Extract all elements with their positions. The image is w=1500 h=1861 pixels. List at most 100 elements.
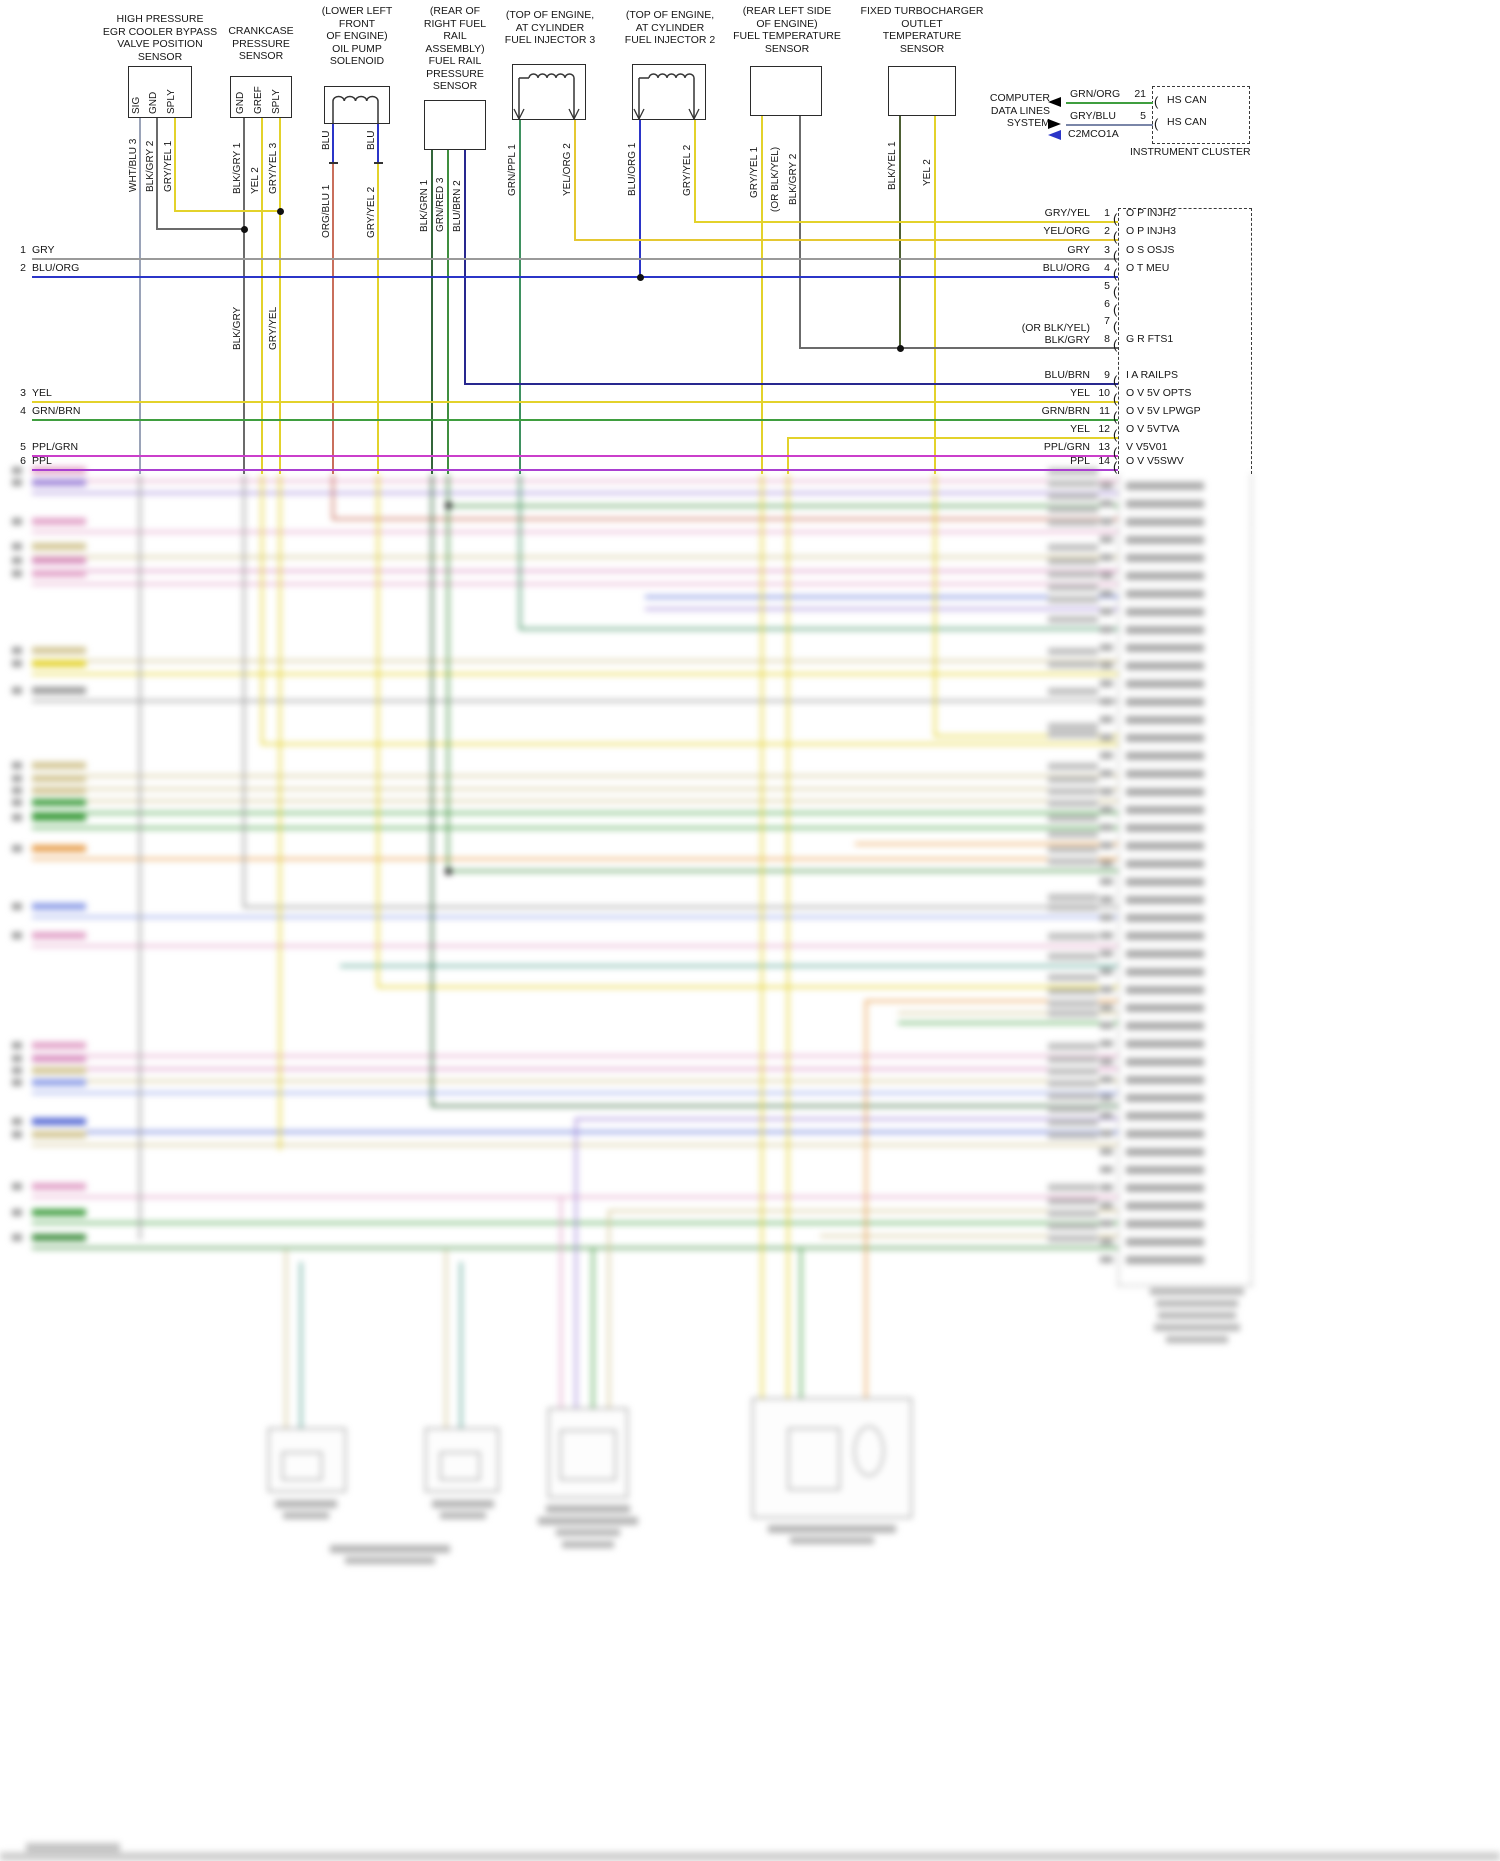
connector-wire-color: YEL	[1070, 423, 1090, 435]
blurred-wire-label	[1048, 648, 1098, 655]
bus-label: HS CAN	[1167, 94, 1207, 106]
blurred-left-label	[32, 543, 86, 550]
left-wire-number: 5	[20, 441, 26, 453]
blurred-pin-number	[1100, 626, 1113, 633]
blurred-wire-label	[1048, 723, 1098, 730]
pin-label: SPLY	[166, 89, 177, 114]
blurred-pin-number	[1100, 734, 1113, 741]
blurred-pin-number	[1100, 914, 1113, 921]
wire-label: BLK/GRY 2	[788, 153, 799, 205]
blurred-wire-label	[1048, 1223, 1098, 1230]
blurred-pin-number	[1100, 608, 1113, 615]
junction-dot	[445, 868, 452, 875]
blurred-wire	[32, 1080, 1118, 1082]
blurred-signal	[1126, 608, 1204, 616]
wire-segment	[694, 120, 696, 223]
blurred-wire-label	[1048, 688, 1098, 695]
left-wire-number: 1	[20, 244, 26, 256]
blurred-signal	[1126, 1094, 1204, 1102]
connector-pin-contact: (	[1113, 445, 1118, 460]
connector-signal: O P INJH3	[1126, 225, 1176, 237]
wire-label: BLU/ORG 1	[627, 142, 638, 196]
blurred-left-number	[12, 687, 22, 694]
blurred-left-label	[32, 1131, 86, 1138]
data-line-wire-color: GRN/ORG	[1070, 88, 1121, 100]
blurred-signal	[1126, 554, 1204, 562]
component-title: (TOP OF ENGINE, AT CYLINDER FUEL INJECTO…	[624, 9, 716, 46]
blurred-wire	[855, 843, 1118, 845]
blurred-wire	[761, 474, 763, 1398]
wire-segment	[174, 210, 281, 212]
instrument-cluster-box	[1152, 86, 1250, 144]
wire-segment	[329, 162, 338, 164]
blurred-pin-number	[1100, 1130, 1113, 1137]
connector-signal: O V 5V LPWGP	[1126, 405, 1201, 417]
component-box	[230, 76, 292, 118]
connector-pin-number: 11	[1099, 405, 1110, 417]
blurred-signal	[1126, 1220, 1204, 1228]
blurred-left-number	[12, 1042, 22, 1049]
blurred-text-bar	[345, 1557, 435, 1564]
blurred-pin-number	[1100, 1202, 1113, 1209]
blurred-pin-number	[1100, 518, 1113, 525]
connector-pin-contact: (	[1113, 427, 1118, 442]
blurred-left-number	[12, 557, 22, 564]
blurred-wire-label	[1048, 831, 1098, 838]
blurred-left-label	[32, 518, 86, 525]
connector-pin-contact: (	[1154, 94, 1159, 109]
blurred-left-label	[32, 775, 86, 782]
blurred-signal	[1126, 734, 1204, 742]
blurred-wire	[32, 556, 1118, 558]
blurred-signal	[1126, 518, 1204, 526]
blurred-wire	[447, 505, 1118, 507]
blurred-pin-number	[1100, 752, 1113, 759]
module-connector-box	[1118, 208, 1252, 474]
component-box	[324, 86, 390, 124]
wire-segment	[32, 469, 1118, 471]
wire-label: GRY/YEL 2	[366, 186, 377, 238]
blurred-wire	[285, 1250, 287, 1430]
connector-wire-color: PPL	[1070, 455, 1090, 467]
blurred-wire	[32, 1055, 1118, 1057]
blurred-wire-label	[1048, 493, 1098, 500]
blurred-left-label	[32, 1209, 86, 1216]
blurred-wire-label	[1048, 1093, 1098, 1100]
blurred-signal	[1126, 1148, 1204, 1156]
blurred-text-bar	[26, 1843, 120, 1852]
blurred-text-bar	[1150, 1288, 1244, 1295]
connector-pin-contact: (	[1113, 373, 1118, 388]
connector-wire-color: GRY	[1067, 244, 1090, 256]
blurred-wire-label	[1048, 858, 1098, 865]
blurred-wire-label	[1048, 596, 1098, 603]
blurred-wire-label	[1048, 558, 1098, 565]
connector-pin-contact: (	[1113, 248, 1118, 263]
blurred-wire-label	[1048, 468, 1098, 475]
wire-segment	[799, 347, 1118, 349]
component-title: (LOWER LEFT FRONT OF ENGINE) OIL PUMP SO…	[321, 5, 393, 67]
connector-wire-color: PPL/GRN	[1043, 441, 1090, 453]
blurred-signal	[1126, 716, 1204, 724]
blurred-signal	[1126, 788, 1204, 796]
connector-pin-number: 12	[1098, 423, 1110, 435]
left-wire-label: BLU/ORG	[32, 262, 80, 274]
bus-label: HS CAN	[1167, 116, 1207, 128]
blurred-left-number	[12, 845, 22, 852]
blurred-wire-label	[1048, 571, 1098, 578]
blurred-signal	[1126, 1076, 1204, 1084]
blurred-signal	[1126, 662, 1204, 670]
connector-pin-number: 5	[1104, 280, 1110, 292]
blurred-signal	[1126, 1058, 1204, 1066]
blurred-signal	[1126, 932, 1204, 940]
blurred-wire	[445, 1250, 447, 1430]
data-line-pin: 21	[1134, 88, 1146, 100]
connector-pin-number: 13	[1098, 441, 1110, 453]
blurred-wire-label	[1048, 1210, 1098, 1217]
wire-segment	[447, 150, 449, 474]
blurred-wire-label	[1048, 661, 1098, 668]
arrow-right-icon	[1048, 119, 1061, 129]
junction-dot	[445, 502, 452, 509]
pin-label: GREF	[253, 86, 264, 114]
blurred-wire	[32, 858, 1118, 860]
blurred-text-bar	[440, 1512, 486, 1519]
wire-segment	[32, 401, 1118, 403]
